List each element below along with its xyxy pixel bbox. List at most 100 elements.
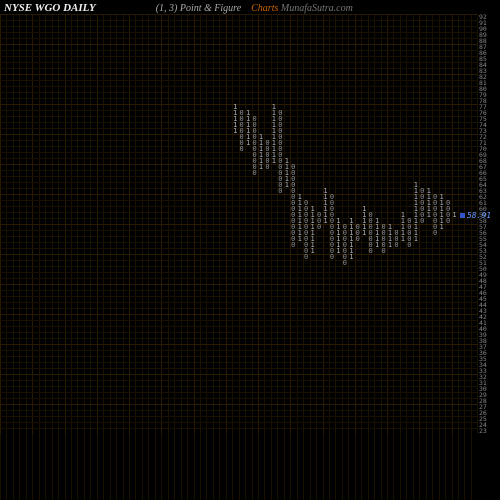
bottom-strut [219,434,220,500]
config-label: (1, 3) Point & Figure Charts MunafaSutra… [156,3,353,14]
grid-line-horizontal [0,68,478,69]
bottom-strut [413,434,414,500]
bottom-strut [452,434,453,500]
pnf-cell-x: 1 [232,104,238,110]
grid-line-horizontal [0,308,478,309]
grid-line-horizontal [0,356,478,357]
grid-line-horizontal [0,302,478,303]
pnf-cell-o: 0 [329,194,335,200]
grid-line-horizontal [0,374,478,375]
grid-line-horizontal [0,206,478,207]
grid-line-horizontal [0,422,478,423]
bottom-strut [155,434,156,500]
pnf-cell-o: 0 [368,212,374,218]
grid-line-horizontal [0,368,478,369]
bottom-strut [329,434,330,500]
grid-line-horizontal [0,200,478,201]
bottom-strut [110,434,111,500]
bottom-strut [297,434,298,500]
grid-line-horizontal [0,254,478,255]
chart-container: NYSE WGO DAILY (1, 3) Point & Figure Cha… [0,0,500,500]
bottom-strut [71,434,72,500]
bottom-strut [194,434,195,500]
pnf-cell-o: 0 [381,224,387,230]
grid-line-horizontal [0,314,478,315]
bottom-strut [239,434,240,500]
grid-line-horizontal [0,80,478,81]
bottom-strut-area [0,434,500,500]
grid-line-horizontal [0,386,478,387]
chart-plot-area: 1111100000001111110000000000111111000001… [0,14,478,434]
pnf-cell-o: 0 [406,218,412,224]
y-axis: 9291908988878685848382818079787776757473… [479,14,497,434]
bottom-strut [419,434,420,500]
bottom-strut [161,434,162,500]
grid-line-horizontal [0,344,478,345]
bottom-strut [264,434,265,500]
grid-line-horizontal [0,404,478,405]
bottom-strut [123,434,124,500]
bottom-strut [323,434,324,500]
bottom-strut [6,434,7,500]
pnf-cell-o: 0 [393,230,399,236]
pnf-cell-o: 0 [419,188,425,194]
pnf-cell-o: 0 [355,224,361,230]
grid-line-horizontal [0,56,478,57]
bottom-strut [13,434,14,500]
bottom-strut [19,434,20,500]
grid-line-horizontal [0,152,478,153]
bottom-strut [368,434,369,500]
grid-line-horizontal [0,62,478,63]
grid-line-horizontal [0,26,478,27]
bottom-strut [316,434,317,500]
pnf-cell-x: 1 [361,206,367,212]
bottom-strut [310,434,311,500]
ticker-label: NYSE WGO DAILY [4,2,96,14]
source-site: MunafaSutra.com [281,3,353,14]
grid-line-horizontal [0,176,478,177]
grid-line-horizontal [0,362,478,363]
grid-line-horizontal [0,296,478,297]
pnf-cell-o: 0 [277,110,283,116]
grid-line-horizontal [0,278,478,279]
bottom-strut [77,434,78,500]
bottom-strut [97,434,98,500]
bottom-strut [174,434,175,500]
current-price-marker [460,213,465,218]
grid-line-horizontal [0,104,478,105]
bottom-strut [45,434,46,500]
pnf-cell-o: 0 [342,224,348,230]
bottom-strut [226,434,227,500]
pnf-cell-o: 0 [445,200,451,206]
current-price-label: 58.91 [467,211,491,220]
bottom-strut [65,434,66,500]
grid-line-horizontal [0,86,478,87]
grid-line-horizontal [0,194,478,195]
bottom-strut [361,434,362,500]
grid-line-horizontal [0,380,478,381]
grid-line-horizontal [0,32,478,33]
grid-line-horizontal [0,38,478,39]
grid-line-horizontal [0,44,478,45]
bottom-strut [439,434,440,500]
bottom-strut [142,434,143,500]
grid-line-horizontal [0,266,478,267]
grid-line-horizontal [0,188,478,189]
bottom-strut [464,434,465,500]
grid-line-horizontal [0,260,478,261]
pnf-cell-x: 1 [258,134,264,140]
grid-line-horizontal [0,98,478,99]
pnf-cell-x: 1 [245,110,251,116]
bottom-strut [0,434,1,500]
bottom-strut [387,434,388,500]
bottom-strut [400,434,401,500]
bottom-strut [303,434,304,500]
bottom-strut [52,434,53,500]
pnf-cell-o: 0 [290,164,296,170]
chart-header: NYSE WGO DAILY (1, 3) Point & Figure Cha… [4,2,496,18]
bottom-strut [116,434,117,500]
bottom-strut [271,434,272,500]
grid-line-horizontal [0,272,478,273]
pnf-cell-x: 1 [387,224,393,230]
bottom-strut [432,434,433,500]
